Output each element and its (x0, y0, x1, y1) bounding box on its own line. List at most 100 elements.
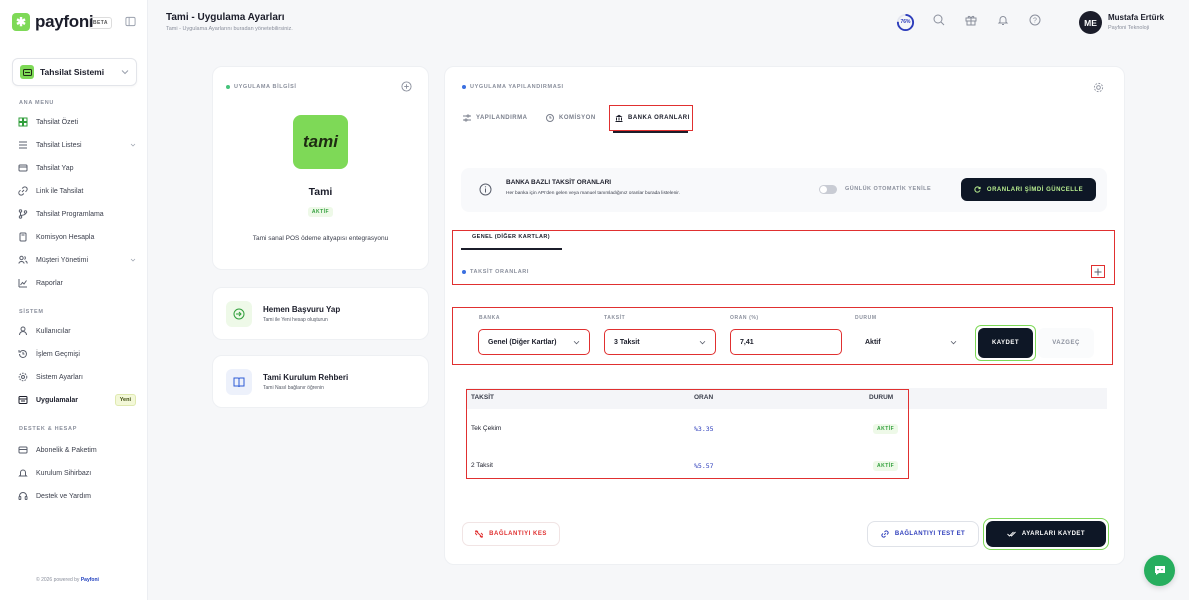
sidebar-item-islem-gecmisi[interactable]: İşlem Geçmişi (18, 346, 136, 362)
table-header-bg (466, 388, 1107, 409)
auto-refresh-toggle[interactable] (819, 185, 837, 194)
sidebar-item-raporlar[interactable]: Raporlar (18, 275, 136, 291)
sidebar-item-label: Destek ve Yardım (36, 492, 91, 500)
progress-text: 76% (900, 19, 911, 25)
tami-logo: tami (293, 115, 348, 169)
rate-input[interactable]: 7,41 (730, 329, 842, 355)
bank-tab-underline (461, 248, 562, 250)
bank-select[interactable]: Genel (Diğer Kartlar) (478, 329, 590, 355)
bell-icon[interactable] (997, 14, 1009, 26)
rate-input-value: 7,41 (740, 338, 754, 346)
table-header-oran: ORAN (694, 394, 714, 401)
table-header-taksit: TAKSİT (471, 394, 494, 401)
sidebar-item-sistem-ayarlari[interactable]: Sistem Ayarları (18, 369, 136, 385)
sidebar-item-kullanicilar[interactable]: Kullanıcılar (18, 323, 136, 339)
bell-icon (18, 468, 28, 478)
table-row[interactable] (467, 454, 907, 476)
unlink-icon (475, 530, 484, 538)
app-info-section: UYGULAMA BİLGİSİ (226, 84, 297, 90)
sidebar-item-label: Uygulamalar (36, 396, 79, 404)
apply-card[interactable]: Hemen Başvuru Yap Tami ile Yeni hesap olu… (212, 287, 429, 340)
sidebar-item-uygulamalar[interactable]: Uygulamalar Yeni (18, 392, 136, 408)
sidebar-toggle-icon[interactable] (125, 16, 136, 27)
app-name: Tami (308, 186, 333, 198)
search-icon[interactable] (933, 14, 945, 26)
help-icon[interactable]: ? (1029, 14, 1041, 26)
sidebar-item-label: Komisyon Hesapla (36, 233, 95, 241)
avatar[interactable]: ME (1079, 11, 1102, 34)
test-connection-label: BAĞLANTIYI TEST ET (894, 531, 966, 537)
sidebar-item-label: Tahsilat Özeti (36, 118, 79, 126)
sidebar-item-tahsilat-ozeti[interactable]: Tahsilat Özeti (18, 114, 136, 130)
sidebar-item-musteri-yonetimi[interactable]: Müşteri Yönetimi (18, 252, 136, 268)
sidebar-item-tahsilat-listesi[interactable]: Tahsilat Listesi (18, 137, 136, 153)
page-title: Tami - Uygulama Ayarları (166, 12, 285, 23)
bank-tabs-box (452, 230, 1115, 285)
status-select[interactable]: Aktif (855, 329, 967, 355)
add-rate-button[interactable] (1091, 265, 1105, 278)
chat-button[interactable] (1144, 555, 1175, 586)
bank-tab-genel[interactable]: GENEL (DİĞER KARTLAR) (472, 234, 550, 240)
info-icon (479, 183, 492, 196)
config-card (444, 66, 1125, 565)
sidebar-item-label: Tahsilat Listesi (36, 141, 82, 149)
svg-text:?: ? (1033, 18, 1037, 25)
auto-refresh-label: GÜNLÜK OTOMATİK YENİLE (845, 186, 932, 192)
save-rate-button[interactable]: KAYDET (978, 328, 1033, 358)
progress-ring[interactable]: 76% (896, 13, 915, 32)
plus-icon (1094, 268, 1102, 276)
chevron-down-icon (950, 340, 957, 345)
table-highlight (466, 389, 909, 479)
status-select-value: Aktif (865, 338, 881, 346)
tab-banka-oranlari[interactable]: BANKA ORANLARI (615, 114, 690, 122)
history-icon (18, 349, 28, 359)
sidebar-item-tahsilat-yap[interactable]: Tahsilat Yap (18, 160, 136, 176)
tab-active-underline (613, 131, 688, 133)
tenant-icon (20, 65, 34, 79)
sliders-icon (463, 114, 471, 122)
sidebar-item-tahsilat-programlama[interactable]: Tahsilat Programlama (18, 206, 136, 222)
branch-icon (18, 209, 28, 219)
chevron-down-icon (121, 69, 129, 75)
footer-brand[interactable]: Payfoni (80, 577, 99, 583)
tenant-label: Tahsilat Sistemi (40, 67, 105, 77)
tab-komisyon[interactable]: KOMİSYON (546, 114, 596, 122)
status-badge: AKTİF (873, 461, 899, 471)
status-field-label: DURUM (855, 315, 877, 321)
tab-yapilandirma[interactable]: YAPILANDIRMA (463, 114, 527, 122)
sidebar-item-kurulum-sihirbazi[interactable]: Kurulum Sihirbazı (18, 465, 136, 481)
sidebar-item-link-ile-tahsilat[interactable]: Link ile Tahsilat (18, 183, 136, 199)
rate-form-box (452, 307, 1113, 365)
sidebar-item-label: Tahsilat Programlama (36, 210, 104, 218)
link-icon (881, 530, 889, 538)
sidebar-item-label: Müşteri Yönetimi (36, 256, 89, 264)
oran-cell: %3.35 (694, 425, 714, 433)
sidebar-item-label: Kullanıcılar (36, 327, 71, 335)
chevron-down-icon (130, 143, 136, 147)
config-section: UYGULAMA YAPILANDIRMASI (462, 84, 564, 90)
disconnect-button[interactable]: BAĞLANTIYI KES (462, 522, 560, 546)
sidebar-item-komisyon-hesapla[interactable]: Komisyon Hesapla (18, 229, 136, 245)
app-status-badge: AKTİF (307, 207, 334, 217)
sidebar-item-label: Kurulum Sihirbazı (36, 469, 92, 477)
user-name: Mustafa Ertürk (1108, 13, 1165, 22)
app-status-wrap: AKTİF (212, 207, 429, 217)
settings-circle-icon[interactable] (401, 81, 412, 92)
save-settings-button[interactable]: AYARLARI KAYDET (986, 521, 1106, 547)
sidebar-item-label: Link ile Tahsilat (36, 187, 84, 195)
cancel-rate-button[interactable]: VAZGEÇ (1038, 328, 1094, 358)
installment-select[interactable]: 3 Taksit (604, 329, 716, 355)
test-connection-button[interactable]: BAĞLANTIYI TEST ET (867, 521, 979, 547)
gear-icon[interactable] (1093, 82, 1104, 93)
update-rates-button[interactable]: ORANLARI ŞİMDİ GÜNCELLE (961, 178, 1096, 201)
tab-highlight (609, 105, 693, 131)
sidebar-item-abonelik-paketim[interactable]: Abonelik & Paketim (18, 442, 136, 458)
guide-card[interactable]: Tami Kurulum Rehberi Tami Nasıl bağlanır … (212, 355, 429, 408)
tenant-selector[interactable]: Tahsilat Sistemi (12, 58, 137, 86)
table-row[interactable] (467, 417, 907, 439)
gift-icon[interactable] (965, 14, 977, 26)
brand-logo[interactable]: ✱ payfoni (12, 12, 94, 32)
book-icon (226, 368, 252, 395)
card-icon (18, 163, 28, 173)
sidebar-item-destek-ve-yardim[interactable]: Destek ve Yardım (18, 488, 136, 504)
